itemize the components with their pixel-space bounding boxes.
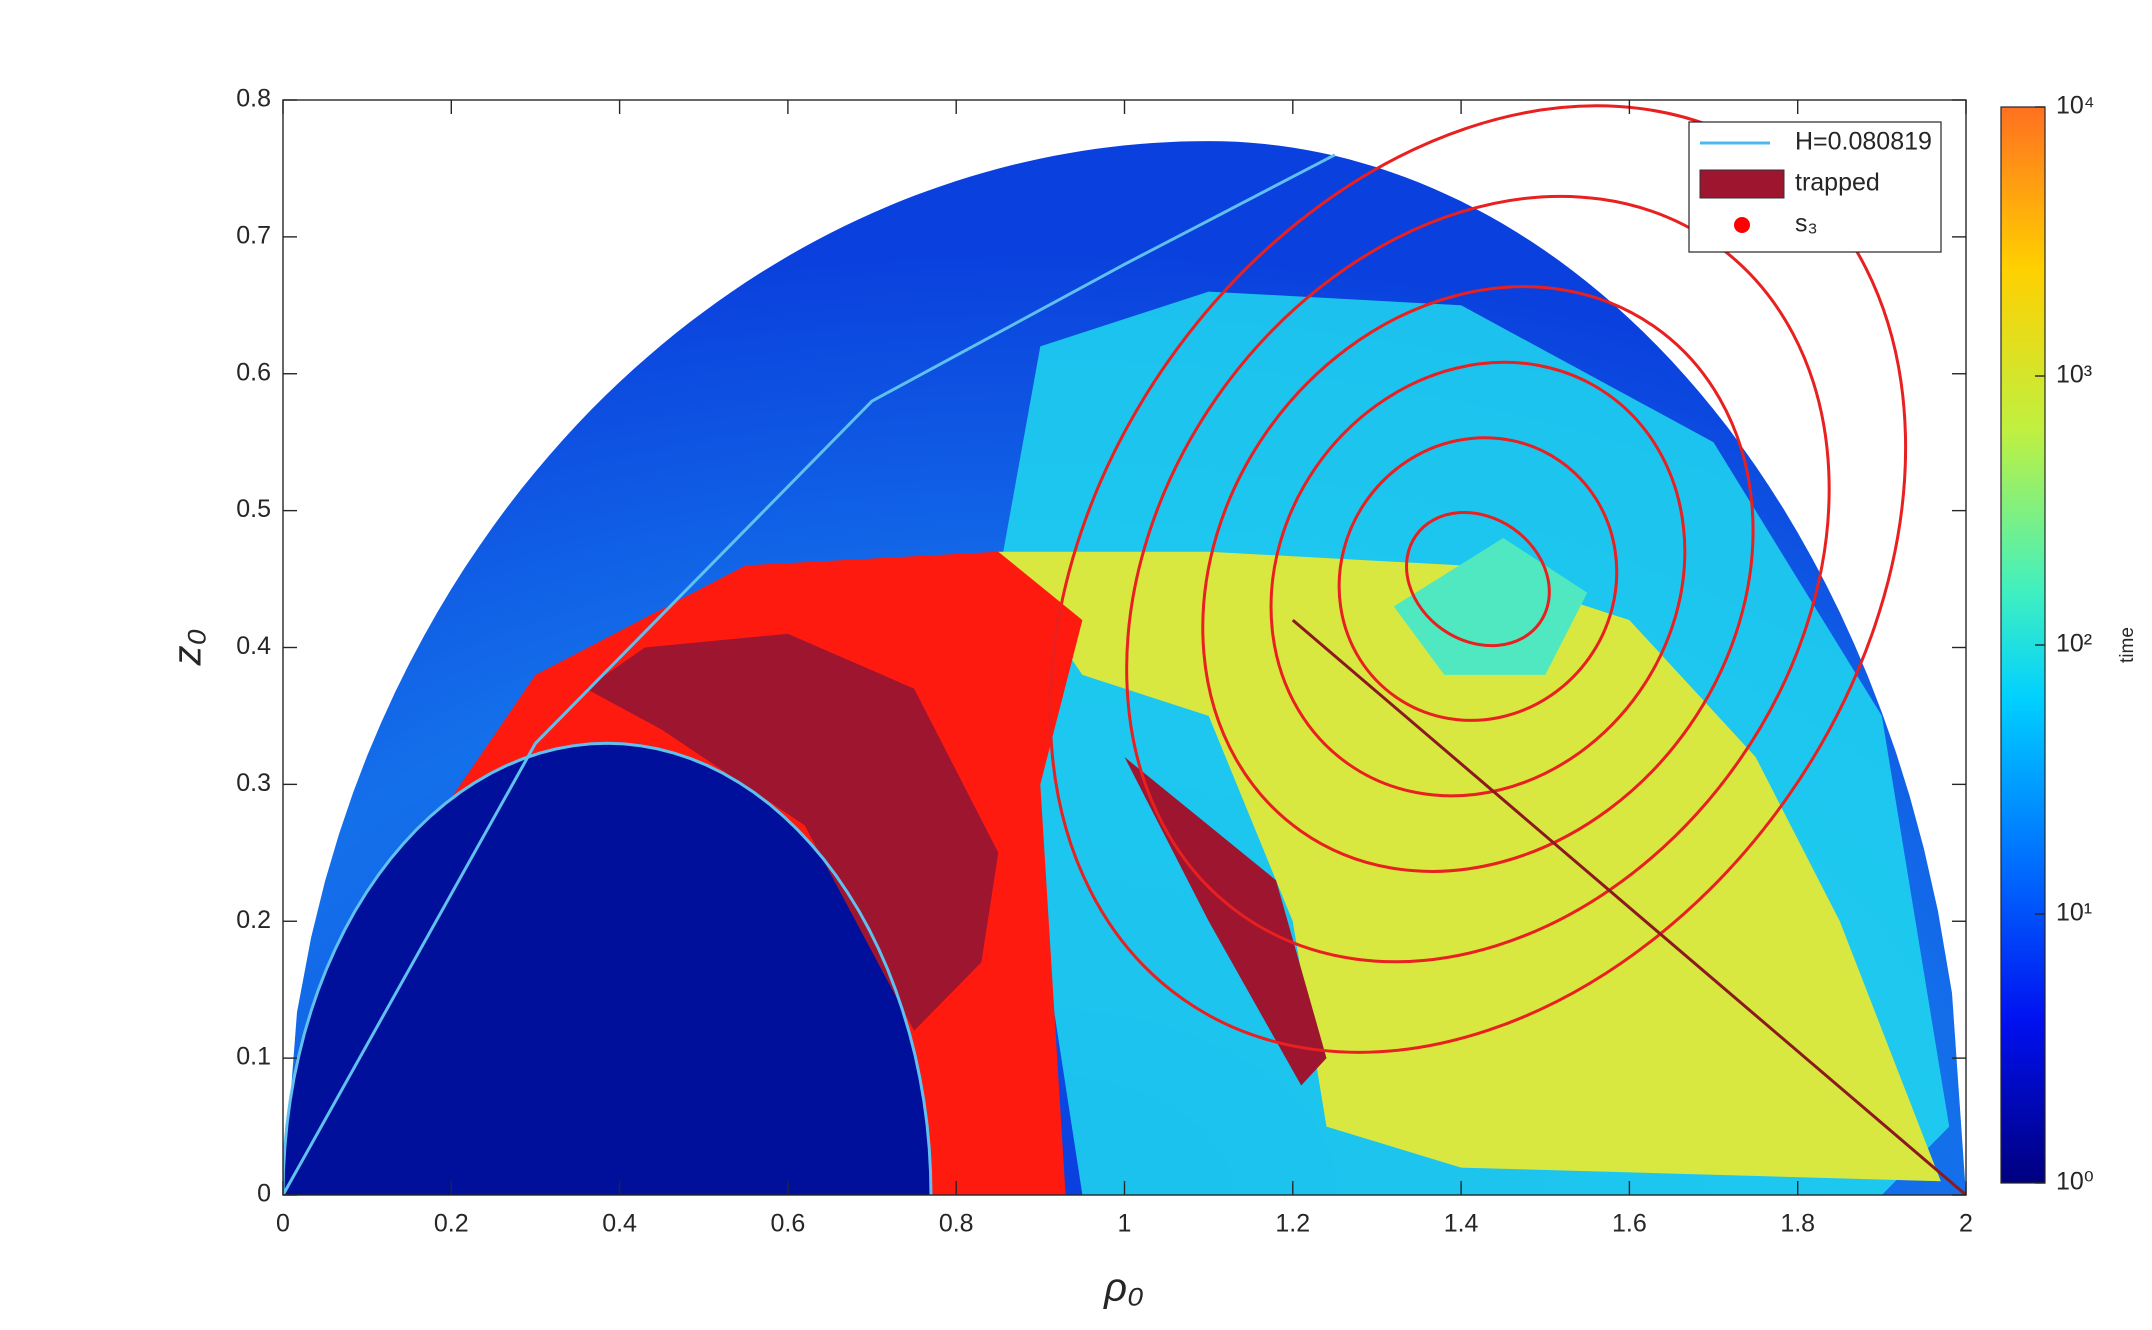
y-tick-label: 0.4 (236, 632, 271, 660)
x-axis-label: ρ₀ (1103, 1266, 1144, 1310)
legend-label: H=0.080819 (1795, 128, 1932, 156)
h-curve (283, 153, 1336, 1195)
region-trapped (585, 633, 999, 1031)
x-tick-label: 0 (276, 1210, 290, 1238)
y-tick-label: 0.8 (236, 85, 271, 113)
stable-manifold (1405, 510, 1551, 648)
x-tick-label: 0.2 (434, 1210, 469, 1238)
h-curve (283, 741, 933, 1195)
x-tick-label: 0.4 (602, 1210, 637, 1238)
y-tick-label: 0 (257, 1180, 271, 1208)
y-tick-label: 0.7 (236, 221, 271, 249)
x-tick-label: 2 (1959, 1210, 1973, 1238)
legend-label: s₃ (1795, 210, 1818, 238)
stable-manifold (1201, 285, 1755, 873)
legend-label: trapped (1795, 169, 1880, 197)
region-slow (283, 743, 931, 1195)
x-tick-label: 1.2 (1275, 1210, 1310, 1238)
colorbar-tick-label: 10¹ (2056, 899, 2092, 927)
x-tick-label: 1 (1118, 1210, 1132, 1238)
y-tick-label: 0.3 (236, 769, 271, 797)
y-axis-label: z₀ (166, 629, 210, 667)
colorbar-tick-label: 10⁰ (2056, 1168, 2094, 1196)
colorbar-tick-label: 10² (2056, 630, 2092, 658)
y-tick-label: 0.2 (236, 906, 271, 934)
diagonal (1291, 618, 1966, 1195)
y-tick-label: 0.1 (236, 1043, 271, 1071)
legend-dot (1734, 217, 1750, 233)
x-tick-label: 0.8 (939, 1210, 974, 1238)
y-tick-label: 0.5 (236, 495, 271, 523)
stable-manifold (1337, 436, 1619, 722)
x-tick-label: 1.8 (1780, 1210, 1815, 1238)
region-trapped-2 (1124, 757, 1327, 1086)
x-tick-label: 0.6 (771, 1210, 806, 1238)
region-cyan-inner (1393, 538, 1588, 675)
region-yellow (998, 551, 1941, 1182)
heatmap (283, 104, 1966, 1195)
stable-manifold (1269, 360, 1687, 798)
x-tick-label: 1.4 (1444, 1210, 1479, 1238)
colorbar-tick-label: 10³ (2056, 361, 2092, 389)
x-tick-label: 1.6 (1612, 1210, 1647, 1238)
legend-patch (1699, 169, 1785, 199)
y-tick-label: 0.6 (236, 358, 271, 386)
colorbar-tick-label: 10⁴ (2056, 92, 2095, 120)
colorbar-label: time (2117, 627, 2138, 663)
